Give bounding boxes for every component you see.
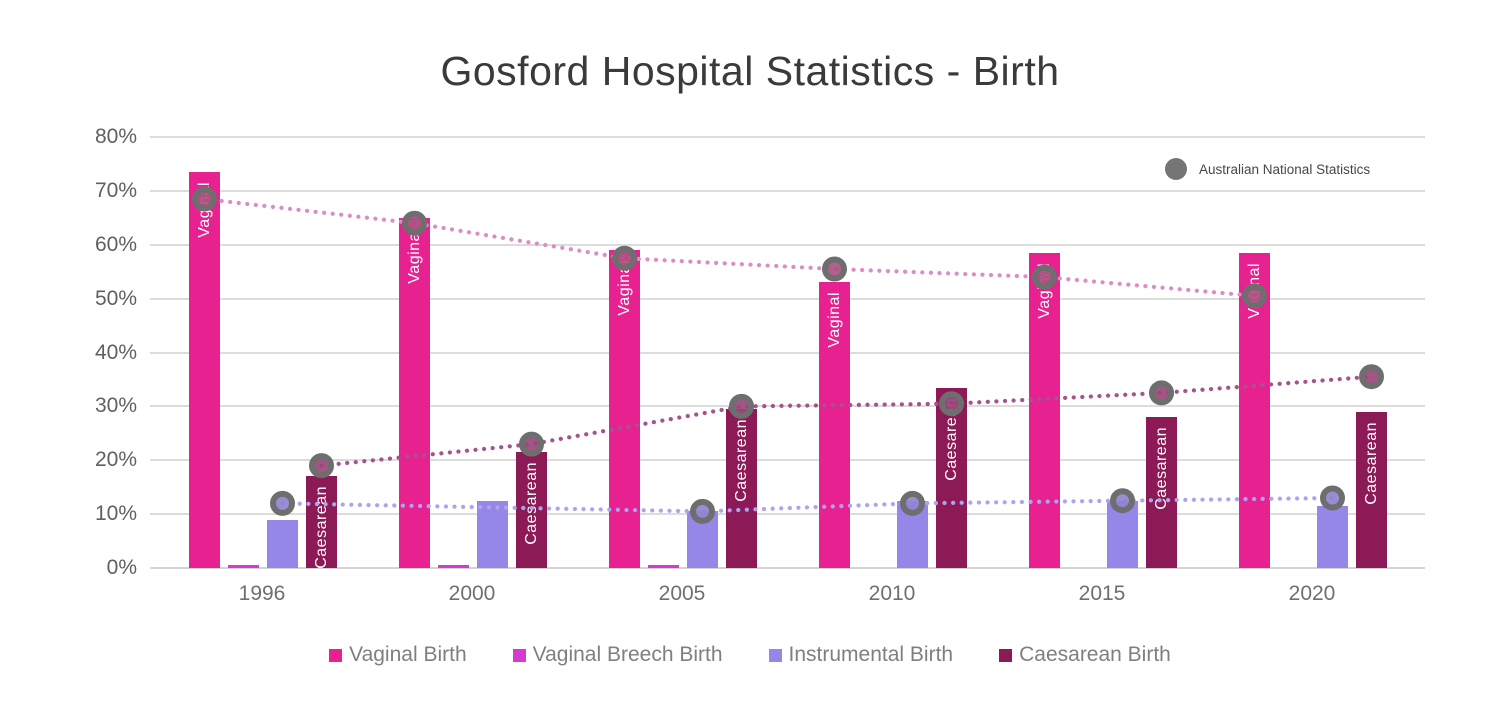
- legend-item-instrumental-birth: Instrumental Birth: [768, 643, 954, 667]
- bar-caesarean-birth-2020: Caesarean: [1356, 411, 1387, 568]
- gridline: [150, 136, 1425, 138]
- national-marker: [1359, 364, 1384, 390]
- national-marker: [402, 210, 427, 236]
- x-axis-label-2010: 2010: [868, 582, 916, 605]
- chart-legend: Vaginal Birth Vaginal Breech Birth Instrum…: [0, 643, 1500, 667]
- national-marker: [519, 431, 544, 457]
- legend-swatch-icon: [768, 648, 782, 662]
- national-marker: [1110, 488, 1135, 514]
- national-marker: [1320, 485, 1345, 511]
- national-legend: Australian National Statistics: [1165, 158, 1370, 180]
- gridline: [150, 189, 1425, 192]
- y-axis-label: 20%: [94, 448, 137, 472]
- x-axis-label-2005: 2005: [658, 582, 706, 605]
- bar-caesarean-birth-2005: Caesarean: [726, 409, 757, 568]
- gridline: [150, 567, 1425, 569]
- bar-instrumental-birth-1996: [267, 519, 298, 568]
- legend-label: Vaginal Birth: [349, 643, 467, 666]
- x-axis-label-1996: 1996: [238, 582, 286, 605]
- bar-vaginal-birth-2000: Vaginal: [399, 217, 430, 568]
- bar-instrumental-birth-2020: [1317, 506, 1348, 568]
- gridline: [150, 351, 1425, 354]
- bar-caesarean-birth-2015: Caesarean: [1146, 417, 1177, 568]
- national-marker: [822, 256, 847, 282]
- y-axis-label: 0%: [106, 556, 137, 579]
- y-axis-label: 80%: [94, 125, 137, 148]
- national-marker: [612, 245, 637, 271]
- legend-swatch-icon: [999, 648, 1013, 662]
- legend-item-caesarean-birth: Caesarean Birth: [999, 643, 1171, 667]
- gridline: [150, 405, 1425, 408]
- gridline: [150, 513, 1425, 516]
- national-marker: [192, 186, 217, 212]
- x-axis-label-2015: 2015: [1078, 582, 1126, 605]
- national-legend-label: Australian National Statistics: [1199, 161, 1371, 177]
- bar-vaginal-birth-2005: Vaginal: [609, 250, 640, 568]
- x-axis-label-2020: 2020: [1288, 582, 1336, 605]
- bar-caesarean-birth-2010: Caesarean: [936, 387, 967, 568]
- national-marker: [939, 391, 964, 417]
- national-marker: [1149, 380, 1174, 406]
- bar-vaginal-birth-2010: Vaginal: [819, 282, 850, 568]
- y-axis-label: 40%: [94, 340, 137, 364]
- legend-item-vaginal-birth: Vaginal Birth: [329, 643, 467, 667]
- gridline: [150, 459, 1425, 462]
- y-axis-label: 30%: [94, 394, 137, 418]
- national-marker: [270, 490, 295, 516]
- x-axis-label-2000: 2000: [448, 582, 496, 605]
- national-legend-marker-icon: [1165, 158, 1187, 180]
- legend-item-vaginal-breech-birth: Vaginal Breech Birth: [512, 643, 723, 667]
- bar-vaginal-breech-birth-2000: [438, 565, 469, 568]
- bar-vaginal-breech-birth-1996: [228, 565, 259, 568]
- national-marker: [690, 498, 715, 524]
- national-trend-line-australian-national-statistics-instrumental: [280, 495, 1335, 514]
- national-trend-line-australian-national-statistics-vaginal: [202, 196, 1257, 298]
- bar-vaginal-birth-1996: Vaginal: [189, 172, 220, 568]
- bar-instrumental-birth-2000: [477, 500, 508, 568]
- gridline: [150, 297, 1425, 300]
- bar-vaginal-birth-2015: Vaginal: [1029, 252, 1060, 568]
- national-marker: [900, 490, 925, 516]
- gridline: [150, 243, 1425, 246]
- legend-swatch-icon: [329, 648, 343, 662]
- national-marker: [729, 393, 754, 419]
- legend-swatch-icon: [512, 648, 526, 662]
- national-marker: [309, 453, 334, 479]
- y-axis-label: 10%: [94, 502, 137, 526]
- national-trend-line-australian-national-statistics-caesarean: [319, 374, 1374, 468]
- legend-label: Caesarean Birth: [1019, 643, 1171, 666]
- national-marker: [1032, 264, 1057, 290]
- chart-title: Gosford Hospital Statistics - Birth: [440, 48, 1060, 94]
- legend-label: Instrumental Birth: [788, 643, 954, 666]
- y-axis-label: 60%: [94, 232, 137, 256]
- legend-label: Vaginal Breech Birth: [532, 643, 723, 666]
- y-axis-label: 70%: [94, 178, 137, 202]
- y-axis-label: 50%: [94, 286, 137, 310]
- bar-vaginal-breech-birth-2005: [648, 565, 679, 568]
- bar-caesarean-birth-1996: Caesarean: [306, 476, 337, 569]
- national-marker: [1242, 283, 1267, 309]
